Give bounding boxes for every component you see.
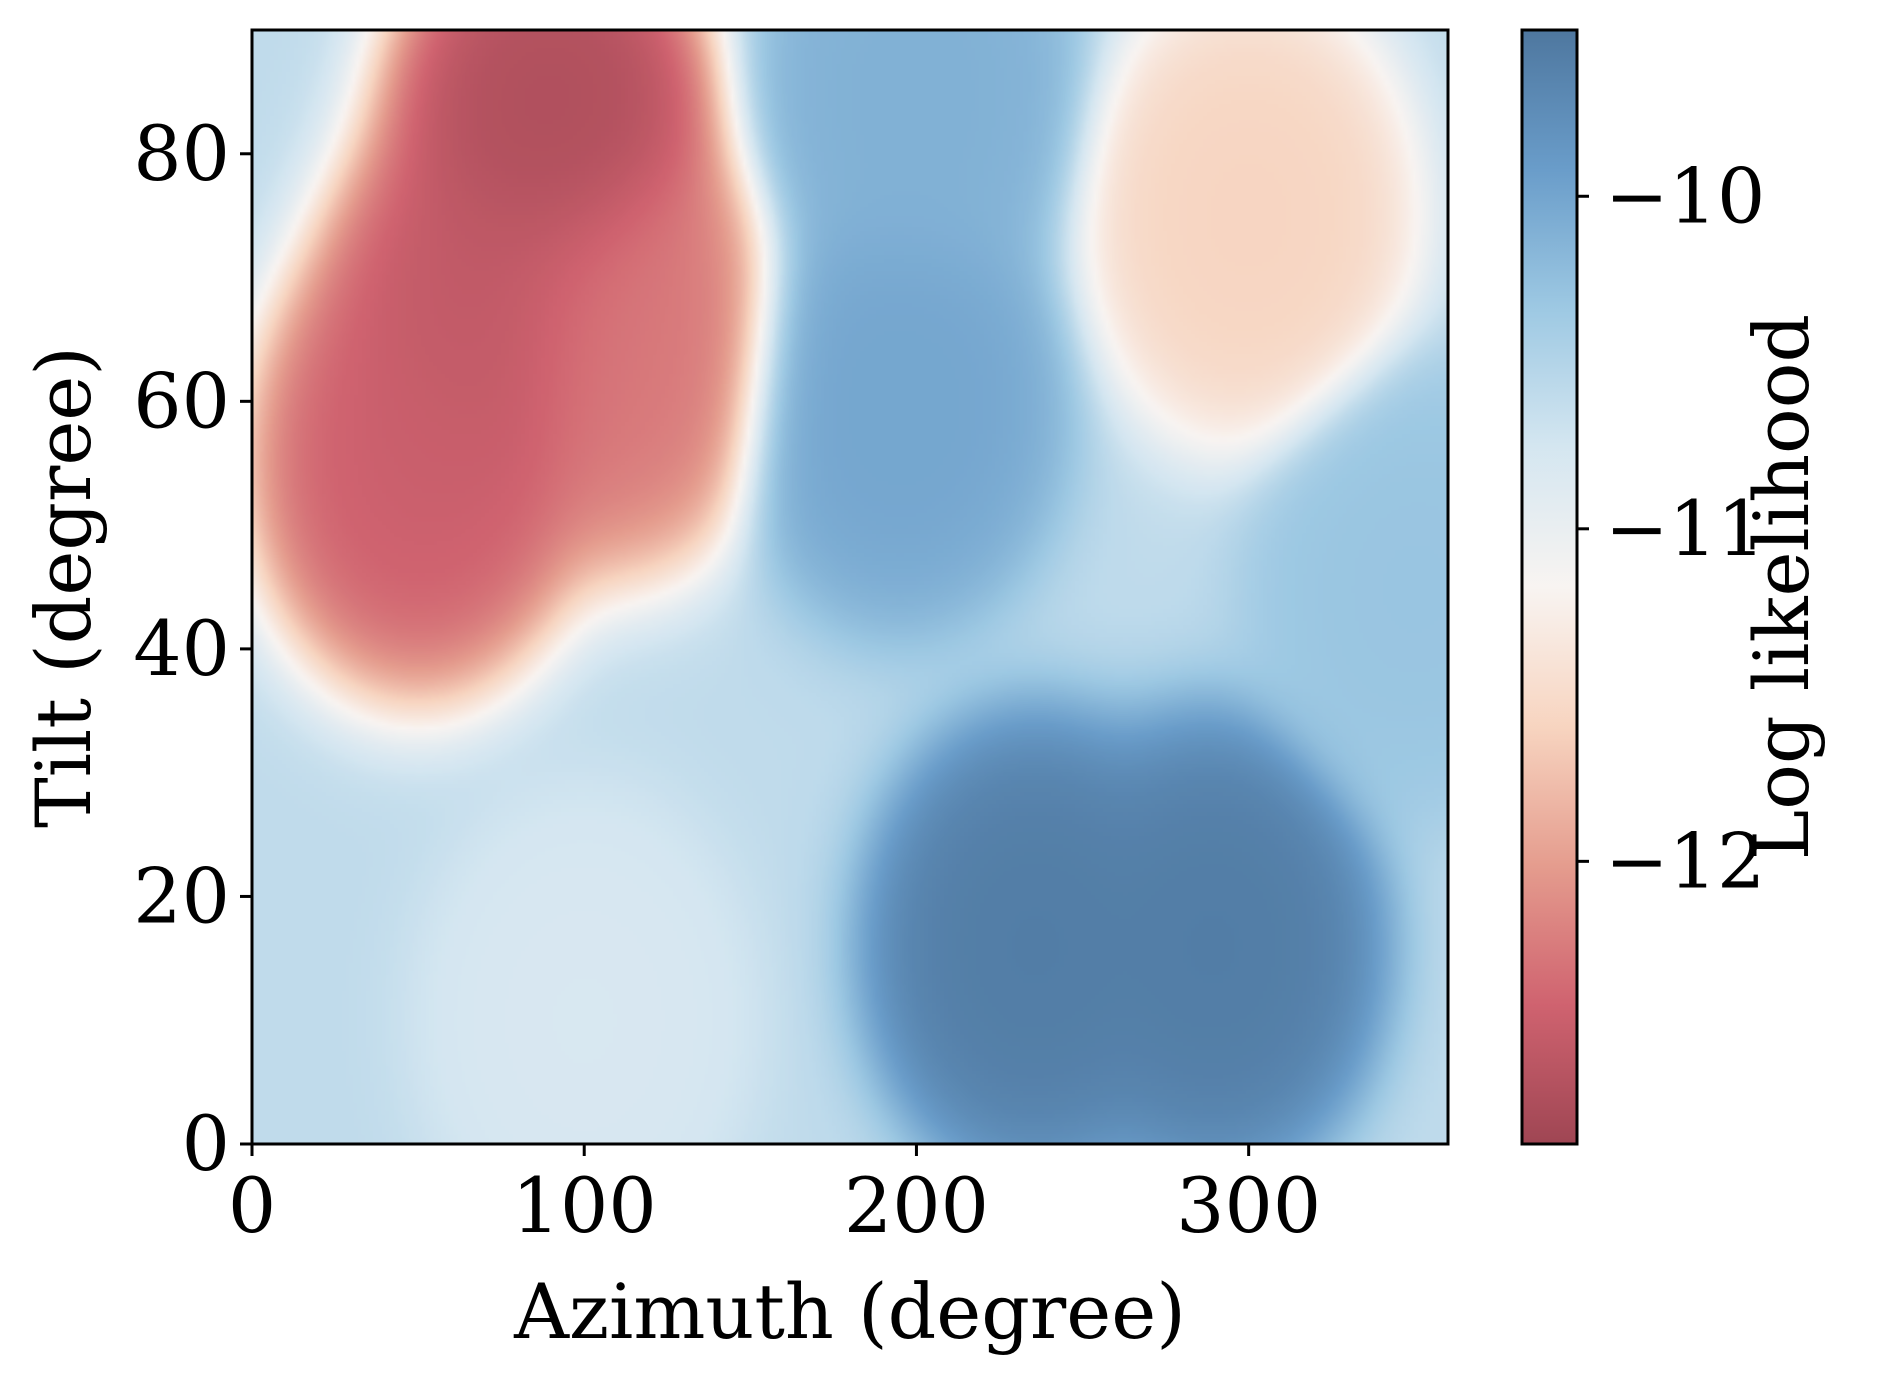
x-tick-label: 0 bbox=[228, 1161, 276, 1250]
x-tick-label: 200 bbox=[844, 1161, 989, 1250]
colorbar-frame bbox=[1520, 28, 1579, 1146]
colorbar-tick-label: −11 bbox=[1605, 484, 1765, 573]
x-tick-label: 100 bbox=[512, 1161, 657, 1250]
colorbar-label: Log likelihood bbox=[1737, 314, 1826, 860]
y-axis-label: Tilt (degree) bbox=[19, 346, 108, 828]
y-tick-label: 40 bbox=[133, 604, 230, 693]
colorbar-tick-label: −12 bbox=[1605, 816, 1765, 905]
heatmap-image bbox=[252, 30, 1448, 1144]
colorbar: −10 −11 −12 Log likelihood bbox=[1520, 28, 1826, 1146]
y-tick-label: 60 bbox=[133, 356, 230, 445]
y-tick-label: 20 bbox=[133, 851, 230, 940]
colorbar-ticks: −10 −11 −12 bbox=[1577, 151, 1765, 905]
x-axis-label: Azimuth (degree) bbox=[513, 1267, 1186, 1356]
colorbar-tick-label: −10 bbox=[1605, 151, 1765, 240]
x-axis: 0 100 200 300 bbox=[228, 1144, 1321, 1250]
plot-frame bbox=[250, 28, 1450, 1146]
y-axis: 0 20 40 60 80 bbox=[133, 109, 252, 1188]
y-tick-label: 0 bbox=[182, 1099, 230, 1188]
y-tick-label: 80 bbox=[133, 109, 230, 198]
heatmap-area bbox=[252, 30, 1448, 1144]
x-tick-label: 300 bbox=[1176, 1161, 1321, 1250]
colorbar-gradient bbox=[1522, 30, 1577, 1144]
